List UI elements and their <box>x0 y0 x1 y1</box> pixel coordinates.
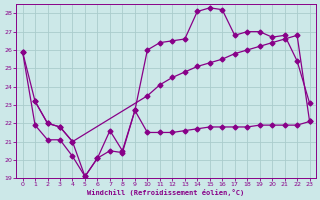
X-axis label: Windchill (Refroidissement éolien,°C): Windchill (Refroidissement éolien,°C) <box>87 189 245 196</box>
